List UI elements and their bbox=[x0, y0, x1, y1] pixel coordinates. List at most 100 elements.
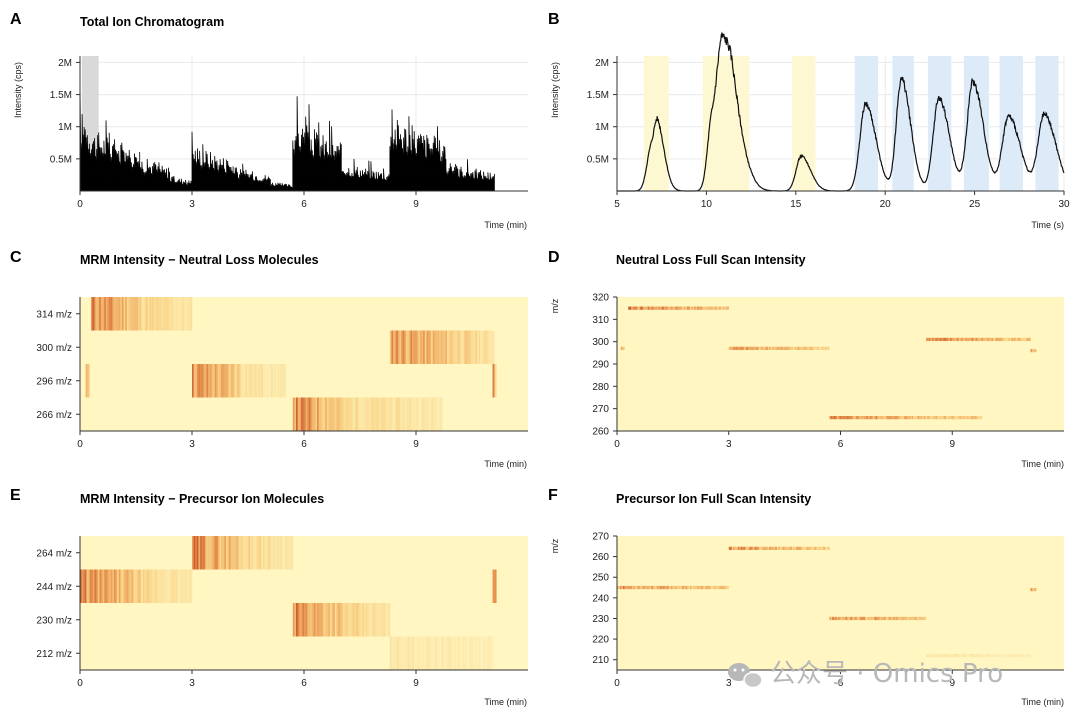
panel-c-heat-cell bbox=[415, 330, 418, 364]
panel-e-heat-cell bbox=[242, 536, 244, 570]
panel-d-heat-cell bbox=[980, 416, 983, 420]
panel-f-heat-cell bbox=[1003, 653, 1006, 658]
panel-f-ytick-label: 240 bbox=[592, 593, 609, 604]
panel-e-heat-cell bbox=[360, 603, 363, 637]
panel-c-heat-cell bbox=[370, 397, 373, 431]
panel-d-heat-cell bbox=[916, 416, 918, 420]
panel-d-heat-cell bbox=[923, 416, 926, 420]
panel-e-heat-cell bbox=[418, 636, 421, 670]
panel-c-heat-cell bbox=[426, 330, 429, 364]
panel-e-heat-cell bbox=[386, 603, 389, 637]
panel-c-heat-cell bbox=[421, 397, 424, 431]
panel-d-xlabel: Time (min) bbox=[1021, 459, 1064, 469]
panel-c-heat-cell bbox=[440, 330, 443, 364]
panel-d-heat-cell bbox=[838, 416, 841, 420]
panel-f-heat-cell bbox=[984, 653, 987, 658]
panel-c-heat-cell bbox=[246, 364, 249, 398]
panel-d-heat-cell bbox=[1009, 337, 1012, 342]
panel-c-heat-cell bbox=[121, 297, 124, 331]
panel-d-heat-cell bbox=[951, 337, 954, 342]
panel-f-heat-cell bbox=[676, 585, 679, 590]
panel-b-ytick-label: 0.5M bbox=[587, 154, 609, 165]
watermark: 公众号 · Omics Pro bbox=[728, 659, 1003, 689]
panel-c-heat-cell bbox=[346, 397, 349, 431]
panel-b-ytick-label: 1M bbox=[595, 122, 609, 133]
panel-f-heat-cell bbox=[672, 585, 674, 590]
panel-c-heat-cell bbox=[185, 297, 188, 331]
panel-c-heat-cell bbox=[139, 297, 142, 331]
panel-d-heat-cell bbox=[764, 346, 767, 350]
panel-f-heat-cell bbox=[645, 585, 648, 590]
panel-d-heat-cell bbox=[988, 337, 991, 342]
panel-e-heat-cell bbox=[152, 569, 155, 603]
panel-f-heat-cell bbox=[748, 546, 751, 550]
panel-d-heat-cell bbox=[713, 306, 716, 310]
panel-f-heat-cell bbox=[630, 585, 633, 590]
panel-f-heat-cell bbox=[966, 653, 969, 658]
panel-d-heat-cell bbox=[976, 416, 978, 420]
panel-d-heat-cell bbox=[1000, 337, 1003, 342]
panel-e-heat-cell bbox=[367, 603, 370, 637]
panel-f-heat-cell bbox=[814, 546, 817, 550]
panel-e-heat-cell bbox=[273, 536, 276, 570]
panel-e-heat-cell bbox=[96, 569, 99, 603]
panel-f-heat-cell bbox=[964, 653, 967, 658]
panel-e-heat-cell bbox=[422, 636, 424, 670]
panel-c-heat-cell bbox=[188, 297, 191, 331]
panel-e-heat-cell bbox=[426, 636, 429, 670]
panel-e-heat-cell bbox=[160, 569, 163, 603]
panel-f-heat-cell bbox=[933, 653, 936, 658]
panel-f-heat-cell bbox=[640, 585, 643, 590]
panel-e-heat-cell bbox=[177, 569, 180, 603]
panel-d-heat-cell bbox=[920, 416, 923, 420]
panel-c-heat-cell bbox=[313, 397, 316, 431]
panel-e-heat-cell bbox=[110, 569, 113, 603]
panel-e-heat-cell bbox=[224, 536, 227, 570]
panel-f-heat-cell bbox=[701, 585, 704, 590]
panel-f-heat-cell bbox=[806, 546, 809, 550]
panel-f-heat-cell bbox=[893, 616, 896, 621]
panel-e-heat-cell bbox=[113, 569, 116, 603]
panel-e-heat-cell bbox=[144, 569, 147, 603]
panel-f-heat-cell bbox=[821, 546, 824, 550]
panel-f-heat-cell bbox=[800, 546, 803, 550]
panel-f-heat-cell bbox=[905, 616, 908, 621]
panel-f-heat-cell bbox=[993, 653, 996, 658]
panel-d-heat-cell bbox=[656, 306, 659, 310]
panel-f-heat-cell bbox=[823, 546, 826, 550]
panel-e-heat-cell bbox=[237, 536, 240, 570]
panel-d-heat-cell bbox=[674, 306, 677, 310]
panel-f-heat-cell bbox=[887, 616, 890, 621]
panel-c-heat-cell bbox=[414, 397, 417, 431]
panel-d-heat-cell bbox=[647, 306, 650, 310]
panel-c-heat-cell bbox=[200, 364, 203, 398]
panel-d-heat-cell bbox=[740, 346, 743, 350]
panel-f-heat-cell bbox=[731, 546, 734, 550]
panel-c-heat-cell bbox=[352, 397, 355, 431]
panel-d-heat-cell bbox=[638, 306, 641, 310]
panel-f-heat-cell bbox=[990, 653, 993, 658]
panel-c-heat-cell bbox=[404, 330, 407, 364]
panel-e-heat-cell bbox=[109, 569, 111, 603]
panel-d-heat-cell bbox=[961, 337, 964, 342]
panel-c-heat-cell bbox=[402, 330, 405, 364]
panel-e-heat-cell bbox=[463, 636, 466, 670]
panel-e-heat-cell bbox=[172, 569, 175, 603]
panel-d-heat-cell bbox=[805, 346, 808, 350]
panel-d-heat-cell bbox=[953, 416, 956, 420]
panel-f-heat-cell bbox=[1027, 653, 1030, 658]
panel-e-heat-cell bbox=[342, 603, 345, 637]
panel-e-heat-cell bbox=[219, 536, 222, 570]
panel-d-heat-cell bbox=[1006, 337, 1009, 342]
panel-f-heat-cell bbox=[848, 616, 851, 621]
panel-d-heat-cell bbox=[689, 306, 692, 310]
panel-d-heat-cell bbox=[812, 346, 815, 350]
panel-f-heat-cell bbox=[862, 616, 864, 621]
panel-f-heat-cell bbox=[942, 653, 945, 658]
panel-c-heat-cell bbox=[193, 364, 196, 398]
panel-f-heat-cell bbox=[1015, 653, 1018, 658]
panel-f-heat-cell bbox=[894, 616, 897, 621]
panel-c-xtick-label: 3 bbox=[189, 439, 195, 450]
panel-e-xtick-label: 6 bbox=[301, 678, 307, 689]
panel-c-heat-cell bbox=[166, 297, 169, 331]
